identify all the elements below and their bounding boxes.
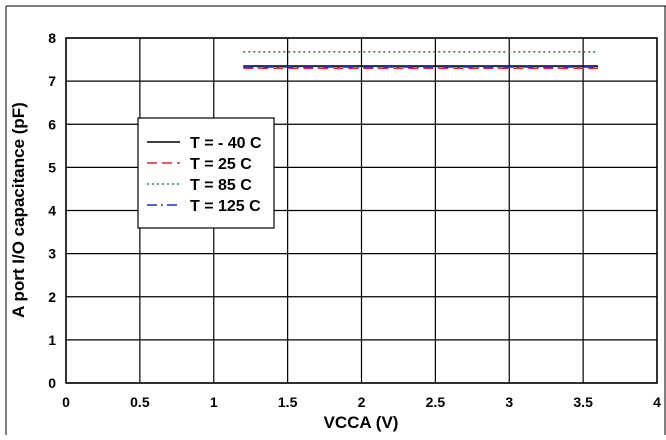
x-tick-label: 0.5 — [130, 394, 150, 410]
y-tick-label: 8 — [48, 30, 56, 46]
series-group — [243, 50, 598, 69]
legend-label: T = 25 C — [190, 156, 252, 173]
x-tick-label: 0 — [62, 394, 70, 410]
y-tick-label: 5 — [48, 159, 56, 175]
y-axis-label: A port I/O capacitance (pF) — [9, 102, 28, 318]
x-tick-label: 2.5 — [426, 394, 446, 410]
legend-box — [137, 117, 275, 229]
x-tick-labels: 0 0.5 1 1.5 2 2.5 3 3.5 4 — [62, 394, 661, 410]
plot-area-border — [65, 37, 658, 384]
legend-label: T = - 40 C — [190, 135, 262, 152]
x-tick-label: 1.5 — [278, 394, 298, 410]
legend-label: T = 125 C — [190, 198, 261, 215]
legend-label: T = 85 C — [190, 177, 252, 194]
y-tick-label: 3 — [48, 246, 56, 262]
y-tick-labels: 0 1 2 3 4 5 6 7 8 — [48, 30, 56, 391]
x-tick-label: 1 — [210, 394, 218, 410]
legend: T = - 40 C T = 25 C T = 85 C T = 125 C — [137, 117, 275, 229]
y-tick-label: 0 — [48, 375, 56, 391]
x-tick-label: 3.5 — [573, 394, 593, 410]
x-axis-label: VCCA (V) — [324, 413, 399, 432]
x-tick-label: 3 — [505, 394, 513, 410]
y-tick-label: 2 — [48, 289, 56, 305]
y-tick-label: 7 — [48, 73, 56, 89]
y-tick-label: 6 — [48, 116, 56, 132]
x-tick-label: 2 — [358, 394, 366, 410]
y-tick-label: 1 — [48, 332, 56, 348]
x-tick-label: 4 — [653, 394, 661, 410]
y-tick-label: 4 — [48, 203, 56, 219]
